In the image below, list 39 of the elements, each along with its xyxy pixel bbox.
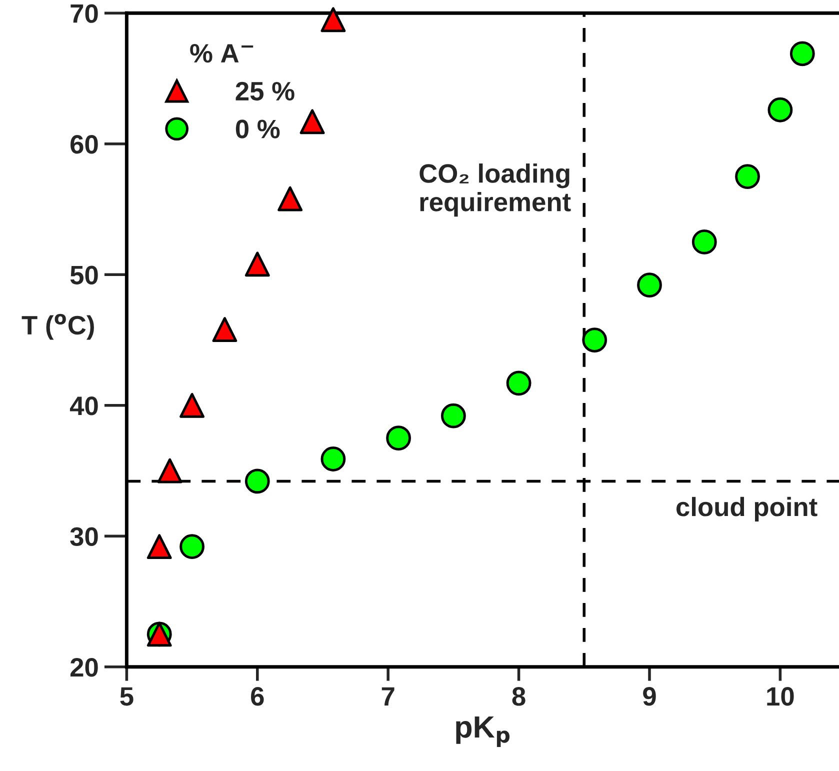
point	[768, 97, 793, 122]
point	[278, 186, 303, 212]
legend-label: 0 %	[236, 120, 280, 138]
point	[180, 392, 204, 418]
point	[440, 403, 466, 428]
point	[790, 41, 815, 66]
y-tick-label: 30	[70, 527, 98, 546]
y-tick-label: 70	[70, 4, 98, 23]
x-tick-label: 9	[643, 687, 656, 706]
x-tick-label: 10	[767, 687, 794, 706]
point	[637, 272, 662, 298]
x-tick-label: 5	[120, 687, 134, 706]
point	[582, 328, 608, 352]
point	[146, 534, 172, 560]
legend-label: 25 %	[236, 82, 294, 101]
point	[735, 164, 760, 190]
point	[300, 109, 325, 134]
y-axis-title: T ($^{o}$C)	[22, 314, 94, 340]
point	[157, 458, 182, 484]
point	[506, 370, 532, 396]
x-axis-title: pK$_{p}$	[456, 716, 510, 747]
point	[180, 534, 204, 560]
y-tick-label: 20	[70, 658, 98, 677]
y-tick-label: 40	[70, 396, 98, 416]
ref-line-label: cloud point	[676, 496, 818, 522]
y-tick-label: 60	[70, 135, 98, 154]
x-tick-label: 8	[512, 687, 526, 706]
ref-line-label: CO₂ loading requirement	[420, 163, 571, 217]
y-tick-label: 50	[70, 266, 98, 284]
point	[320, 446, 346, 472]
point	[692, 229, 717, 254]
point	[244, 252, 270, 277]
legend-title: % A$^{−}$	[190, 44, 254, 63]
point	[386, 426, 411, 451]
point	[244, 468, 270, 494]
x-tick-label: 6	[251, 687, 264, 706]
x-tick-label: 7	[382, 687, 394, 706]
point	[212, 317, 238, 342]
point	[320, 7, 346, 32]
